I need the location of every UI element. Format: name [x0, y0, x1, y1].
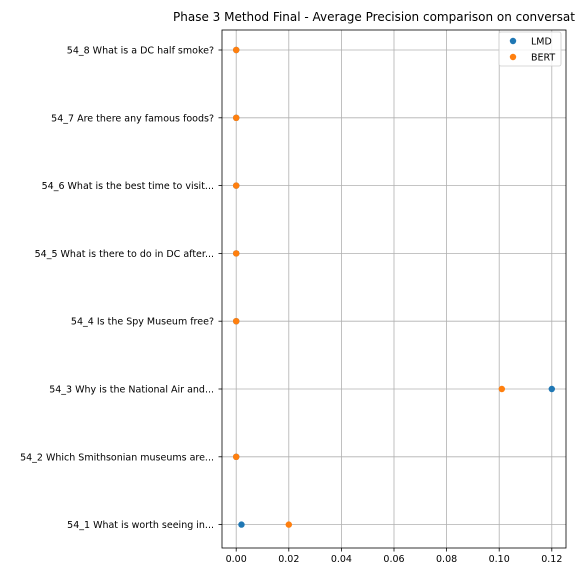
x-tick-label: 0.00 [226, 554, 247, 565]
point-bert [498, 385, 506, 393]
point-bert [285, 521, 293, 528]
legend-label-lmd: LMD [531, 37, 552, 48]
x-tick-label: 0.06 [383, 554, 404, 565]
chart-title: Phase 3 Method Final - Average Precision… [173, 10, 576, 24]
point-lmd [238, 521, 245, 528]
grid [222, 30, 566, 548]
data-points [233, 46, 555, 528]
y-tick-label: 54_5 What is there to do in DC after... [35, 249, 214, 260]
point-bert [233, 114, 240, 122]
y-tick-label: 54_7 Are there any famous foods? [51, 113, 214, 124]
x-tick-label: 0.08 [436, 554, 457, 565]
legend-marker-lmd [509, 37, 517, 45]
x-tick-label: 0.02 [278, 554, 299, 565]
legend: LMD BERT [498, 31, 562, 67]
x-tick-label: 0.10 [489, 554, 510, 565]
legend-marker-bert [509, 53, 517, 61]
y-tick-label: 54_2 Which Smithsonian museums are... [20, 452, 214, 463]
y-tick-label: 54_6 What is the best time to visit... [42, 181, 214, 192]
y-tick-label: 54_3 Why is the National Air and... [49, 385, 214, 396]
point-bert [233, 182, 240, 189]
point-lmd [548, 385, 555, 393]
point-bert [233, 250, 240, 257]
legend-label-bert: BERT [531, 53, 555, 64]
y-tick-label: 54_4 Is the Spy Museum free? [71, 317, 214, 328]
x-tick-label: 0.12 [541, 554, 562, 565]
y-tick-label: 54_8 What is a DC half smoke? [67, 46, 214, 57]
point-bert [233, 318, 240, 325]
x-tick-label: 0.04 [331, 554, 352, 565]
point-bert [233, 46, 240, 54]
y-tick-label: 54_1 What is worth seeing in... [67, 520, 214, 531]
axes: 0.00 0.02 0.04 0.06 0.08 0.10 0.12 54_1 What is… [20, 46, 562, 566]
point-bert [233, 453, 240, 460]
